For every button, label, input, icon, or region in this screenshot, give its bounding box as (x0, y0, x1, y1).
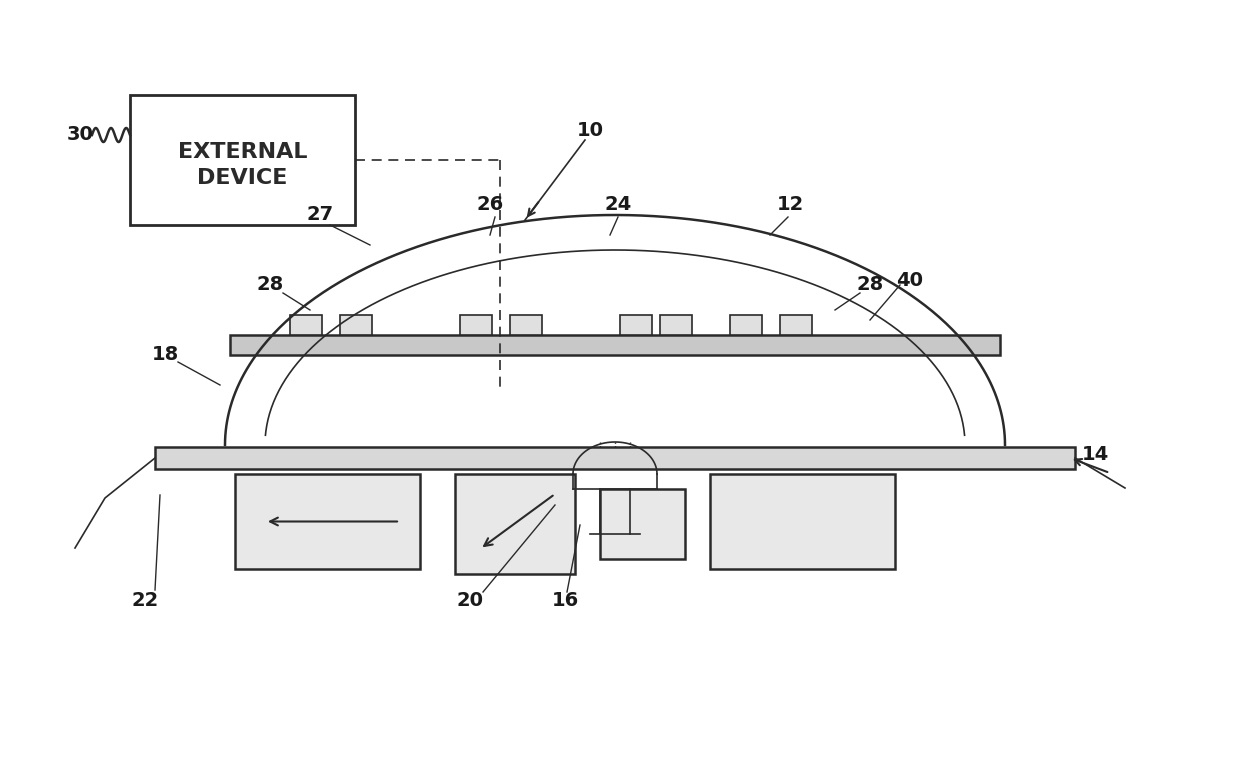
Bar (290, 315, 322, 335)
Text: 28: 28 (857, 275, 884, 294)
Text: EXTERNAL: EXTERNAL (177, 142, 308, 162)
Bar (155, 447, 1075, 469)
Text: 28: 28 (257, 275, 284, 294)
Text: 40: 40 (897, 270, 924, 290)
Bar (510, 315, 542, 335)
Bar (460, 315, 492, 335)
Bar (229, 335, 999, 355)
Bar (130, 95, 355, 225)
Text: 22: 22 (131, 591, 159, 609)
Text: 16: 16 (552, 591, 579, 609)
Text: 12: 12 (776, 195, 804, 215)
Text: 10: 10 (577, 120, 604, 140)
Bar (600, 489, 684, 559)
Bar (711, 474, 895, 569)
Text: 20: 20 (456, 591, 484, 609)
Text: 30: 30 (67, 126, 93, 144)
Bar (340, 315, 372, 335)
Bar (236, 474, 420, 569)
Text: DEVICE: DEVICE (197, 168, 288, 188)
Text: 24: 24 (604, 195, 631, 215)
Bar (780, 315, 812, 335)
Bar (730, 315, 763, 335)
Bar (455, 474, 575, 574)
Text: 26: 26 (476, 195, 503, 215)
Text: 14: 14 (1081, 446, 1109, 464)
Bar (620, 315, 652, 335)
Text: 18: 18 (151, 346, 179, 364)
Text: 27: 27 (306, 205, 334, 225)
Bar (660, 315, 692, 335)
